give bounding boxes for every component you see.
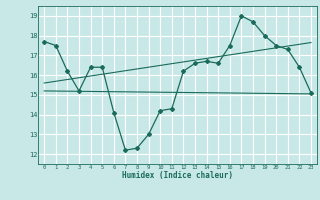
X-axis label: Humidex (Indice chaleur): Humidex (Indice chaleur) — [122, 171, 233, 180]
